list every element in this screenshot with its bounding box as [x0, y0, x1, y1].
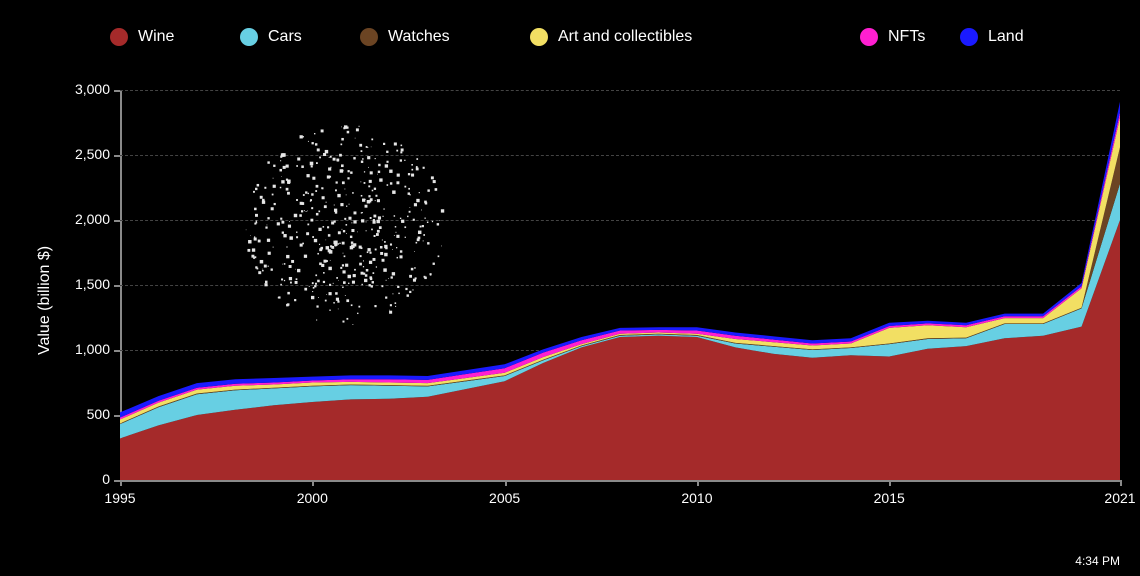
plot-area: [0, 0, 1140, 576]
watermark: [240, 120, 450, 330]
area-chart: WineCarsWatchesArt and collectiblesNFTsL…: [0, 0, 1140, 576]
timestamp-label: 4:34 PM: [1075, 554, 1120, 568]
